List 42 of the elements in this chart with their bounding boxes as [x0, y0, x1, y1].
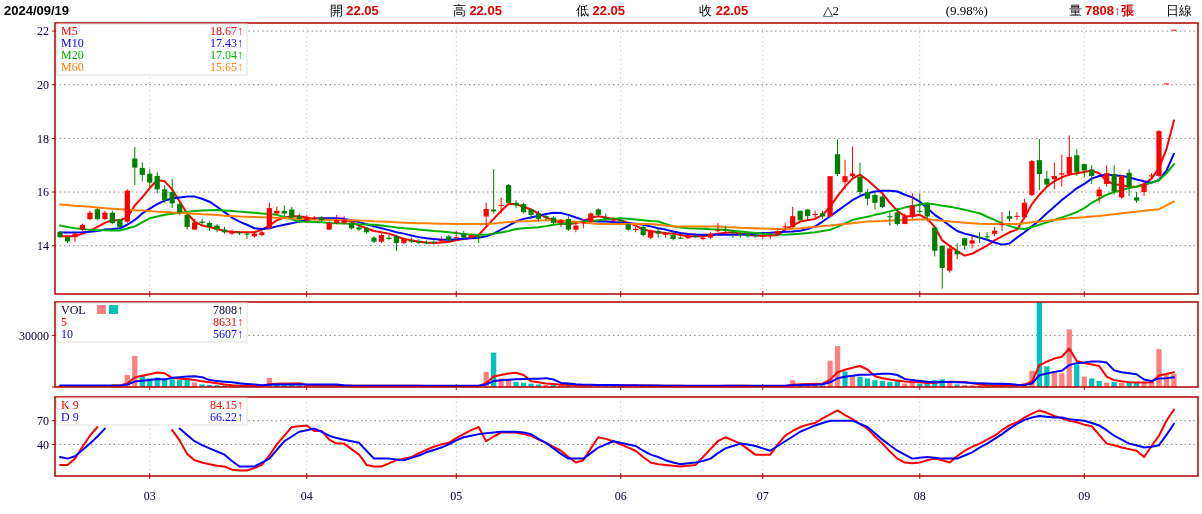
annotation: 84.15↑	[210, 398, 243, 412]
text: 日線	[1166, 3, 1192, 18]
text: △2	[822, 3, 840, 18]
annotation: 7808↑	[213, 303, 243, 317]
text: 收 22.05	[699, 3, 749, 18]
x-tick-label: 03	[143, 489, 156, 503]
text: 低 22.05	[576, 3, 626, 18]
text: 高 22.05	[453, 3, 502, 18]
text: M10	[61, 36, 84, 50]
y-tick-label: 70	[37, 413, 49, 428]
y-tick-label: 20	[37, 77, 49, 92]
text: K 9	[61, 398, 79, 412]
text: M20	[61, 48, 84, 62]
y-tick-label: 16	[37, 185, 49, 200]
annotation: 18.67↑	[210, 24, 243, 38]
text: 5	[61, 315, 67, 329]
text: M5	[61, 24, 78, 38]
x-tick-label: 07	[756, 489, 769, 503]
text: 開 22.05	[330, 3, 379, 18]
x-tick-label: 04	[300, 489, 313, 503]
annotation: 66.22↑	[210, 410, 243, 424]
text: 2024/09/19	[4, 3, 70, 18]
legend-label: VOL	[61, 303, 86, 317]
annotation: 15.65↑	[210, 60, 243, 74]
y-tick-label: 14	[37, 238, 49, 253]
text: (9.98%)	[945, 3, 988, 18]
text: 10	[61, 327, 73, 341]
annotation: 17.04↑	[210, 48, 243, 62]
x-tick-label: 09	[1078, 489, 1091, 503]
annotation: 8631↑	[213, 315, 243, 329]
y-tick-label: 30000	[19, 328, 49, 343]
text: M60	[61, 60, 84, 74]
text: 量 7808↑張	[1068, 3, 1135, 18]
y-tick-label: 22	[37, 24, 49, 39]
x-tick-label: 06	[614, 489, 627, 503]
annotation: 5607↑	[213, 327, 243, 341]
y-tick-label: 40	[37, 437, 49, 452]
series-label: D 9	[61, 410, 79, 424]
annotation: 17.43↑	[210, 36, 243, 50]
y-tick-label: 18	[37, 131, 49, 146]
x-tick-label: 05	[450, 489, 463, 503]
x-tick-label: 08	[913, 489, 926, 503]
